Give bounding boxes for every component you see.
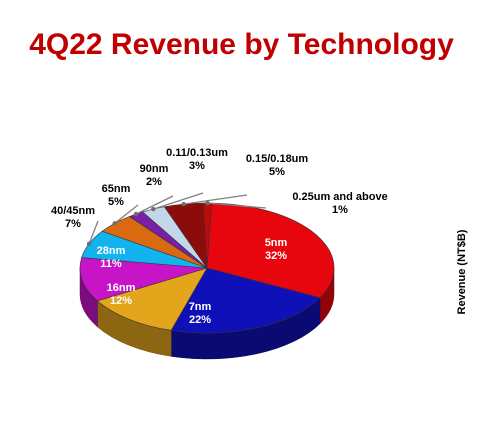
leader-line-0-15-0-18um <box>183 194 248 205</box>
slice-percent-90nm: 2% <box>146 176 162 188</box>
slice-label-65nm: 65nm <box>102 183 131 195</box>
pie-slice-16nm <box>96 267 208 331</box>
slice-label-0-11-0-13um: 0.11/0.13um <box>166 147 228 159</box>
slice-label-28nm: 28nm <box>97 245 126 257</box>
leader-dot-0-25um-and-above <box>205 200 210 206</box>
slice-label-7nm: 7nm <box>189 301 212 313</box>
slice-label-0-15-0-18um: 0.15/0.18um <box>246 153 309 165</box>
leader-dot-0-15-0-18um <box>181 201 186 207</box>
slice-label-0-25um-and-above: 0.25um and above <box>292 191 387 203</box>
leader-dot-90nm <box>133 211 139 217</box>
chart-title: 4Q22 Revenue by Technology <box>29 28 454 61</box>
slice-label-40-45nm: 40/45nm <box>51 205 95 217</box>
leader-line-0-11-0-13um <box>153 192 204 210</box>
leader-dot-65nm <box>112 221 117 226</box>
slice-percent-16nm: 12% <box>110 295 132 307</box>
pie-slice-7nm <box>170 267 321 334</box>
slice-label-5nm: 5nm <box>265 237 288 249</box>
slice-percent-40-45nm: 7% <box>65 218 81 230</box>
leader-line-0-25um-and-above <box>207 202 267 209</box>
leader-line-90nm <box>135 195 174 215</box>
pie-slice-28nm <box>79 257 208 302</box>
slice-percent-0-15-0-18um: 5% <box>269 166 285 178</box>
leader-line-40-45nm <box>88 220 99 245</box>
leader-dot-40-45nm <box>86 241 92 247</box>
slice-percent-28nm: 11% <box>100 258 122 270</box>
slice-percent-0-11-0-13um: 3% <box>189 160 205 172</box>
slice-percent-65nm: 5% <box>108 196 124 208</box>
leader-line-65nm <box>114 204 139 224</box>
slice-label-16nm: 16nm <box>107 282 136 294</box>
pie-labels: 5nm32%7nm22%16nm12%28nm11%40/45nm7%65nm5… <box>51 147 388 326</box>
slice-label-90nm: 90nm <box>140 163 169 175</box>
pie-tops <box>79 202 335 334</box>
slice-percent-7nm: 22% <box>189 314 211 326</box>
pie-leaders <box>86 192 267 247</box>
slice-percent-5nm: 32% <box>265 250 287 262</box>
leader-dot-0-11-0-13um <box>151 206 156 212</box>
slice-percent-0-25um-and-above: 1% <box>332 204 348 216</box>
